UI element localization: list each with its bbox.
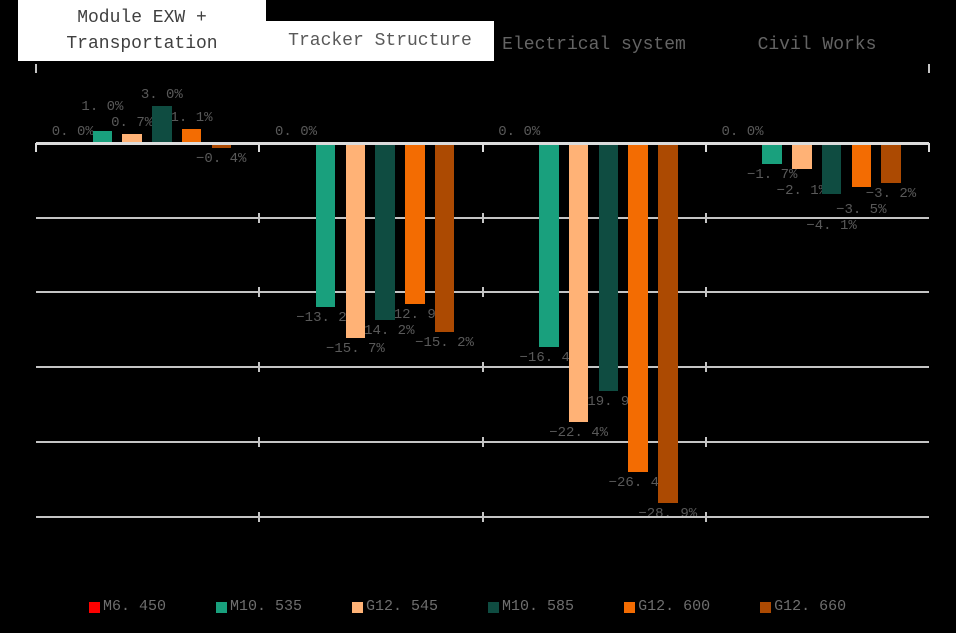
legend: M6. 450 M10. 535 G12. 545 M10. 585 G12. 600 G… — [89, 599, 846, 615]
legend-label: M10. 585 — [502, 598, 575, 615]
bar-M10585-cat2 — [375, 143, 395, 320]
bar-label: 0. 7% — [111, 115, 154, 132]
bar-M10535-cat1 — [92, 130, 113, 143]
bar-label: −26. 4% — [608, 474, 668, 491]
axis-tick — [481, 143, 484, 152]
bar-label: 0. 0% — [498, 124, 541, 140]
legend-swatch-icon — [488, 601, 500, 613]
bar-label: −15. 7% — [325, 341, 385, 358]
legend-swatch-icon — [216, 601, 228, 613]
bar-label: −13. 2% — [296, 310, 356, 327]
bar-label: −15. 2% — [415, 335, 474, 352]
bar-label: −14. 2% — [355, 322, 415, 339]
bar-label: −3. 5% — [836, 201, 887, 218]
axis-tick — [704, 511, 707, 522]
legend-label: G12. 600 — [638, 598, 711, 615]
category-header-module-exw-transportation: Module EXW + Transportation — [18, 0, 266, 61]
legend-item-M10535: M10. 535 — [216, 599, 302, 615]
bar-label: 0. 0% — [51, 124, 94, 140]
legend-item-G12545: G12. 545 — [352, 599, 438, 615]
axis-tick — [258, 287, 261, 298]
bar-M10585-cat4 — [821, 143, 842, 195]
axis-tick — [35, 64, 37, 74]
axis-tick — [258, 362, 261, 373]
bar-G12600-cat4 — [851, 143, 872, 187]
axis-tick — [704, 287, 707, 298]
header-line-1: Module EXW + — [77, 8, 207, 28]
category-header-civil-works: Civil Works — [757, 35, 877, 55]
bar-M10535-cat2 — [315, 143, 336, 308]
bar-label: 0. 0% — [274, 124, 317, 140]
bar-G12545-cat2 — [345, 143, 366, 339]
category-header-tracker-structure: Tracker Structure — [266, 21, 494, 61]
axis-tick — [928, 143, 930, 152]
bar-M10585-cat1 — [152, 105, 172, 143]
bar-M10535-cat3 — [539, 143, 559, 348]
x-axis-line — [36, 141, 929, 145]
bar-label: −1. 7% — [746, 167, 798, 184]
bar-label: 3. 0% — [140, 86, 183, 103]
legend-item-M6450: M6. 450 — [89, 599, 166, 615]
axis-tick — [35, 143, 37, 152]
bar-label: −4. 1% — [806, 217, 857, 234]
axis-tick — [481, 212, 484, 223]
bar-label: −3. 2% — [865, 185, 917, 202]
axis-tick — [481, 362, 484, 373]
axis-tick — [928, 64, 930, 74]
legend-label: G12. 545 — [366, 598, 439, 615]
bar-G12660-cat1 — [211, 143, 231, 148]
header-line-2: Transportation — [66, 34, 218, 54]
axis-tick — [704, 362, 707, 373]
bar-G12660-cat3 — [658, 143, 678, 503]
category-header-electrical-system: Electrical system — [502, 35, 686, 55]
axis-tick — [481, 511, 484, 522]
bar-label: −16. 4% — [519, 350, 579, 367]
bar-label: 1. 1% — [170, 110, 213, 127]
axis-tick — [258, 212, 261, 223]
axis-tick — [258, 436, 261, 447]
bar-label: 0. 0% — [721, 124, 764, 140]
bar-G12600-cat2 — [405, 143, 425, 304]
legend-item-G12600: G12. 600 — [624, 599, 710, 615]
bar-G12545-cat4 — [792, 143, 812, 170]
legend-swatch-icon — [89, 601, 100, 613]
bar-G12660-cat4 — [881, 143, 901, 183]
legend-label: G12. 660 — [774, 598, 847, 615]
bar-label: −28. 9% — [638, 505, 698, 522]
axis-tick — [258, 143, 261, 152]
bar-M10535-cat4 — [762, 143, 782, 165]
legend-swatch-icon — [352, 601, 364, 613]
axis-tick — [258, 511, 261, 522]
bar-G12545-cat1 — [122, 134, 142, 143]
axis-tick — [704, 212, 707, 223]
bar-label: 1. 0% — [81, 99, 124, 116]
bar-label: −19. 9% — [578, 393, 638, 410]
bar-G12545-cat3 — [568, 143, 589, 422]
legend-label: M6. 450 — [103, 598, 167, 615]
legend-label: M10. 535 — [230, 598, 303, 615]
bar-G12600-cat1 — [181, 129, 202, 143]
bar-M10585-cat3 — [598, 143, 619, 391]
bar-G12660-cat2 — [434, 143, 455, 333]
axis-tick — [481, 436, 484, 447]
bar-G12600-cat3 — [628, 143, 648, 472]
axis-tick — [704, 143, 707, 152]
legend-swatch-icon — [760, 601, 772, 613]
bar-label: −12. 9% — [385, 306, 445, 323]
bar-label: −2. 1% — [776, 183, 828, 200]
legend-item-M10585: M10. 585 — [488, 599, 574, 615]
legend-swatch-icon — [624, 601, 636, 613]
axis-tick — [481, 287, 484, 298]
bar-label: −22. 4% — [549, 424, 609, 441]
axis-tick — [704, 436, 707, 447]
bar-label: −0. 4% — [196, 150, 247, 167]
legend-item-G12660: G12. 660 — [760, 599, 846, 615]
